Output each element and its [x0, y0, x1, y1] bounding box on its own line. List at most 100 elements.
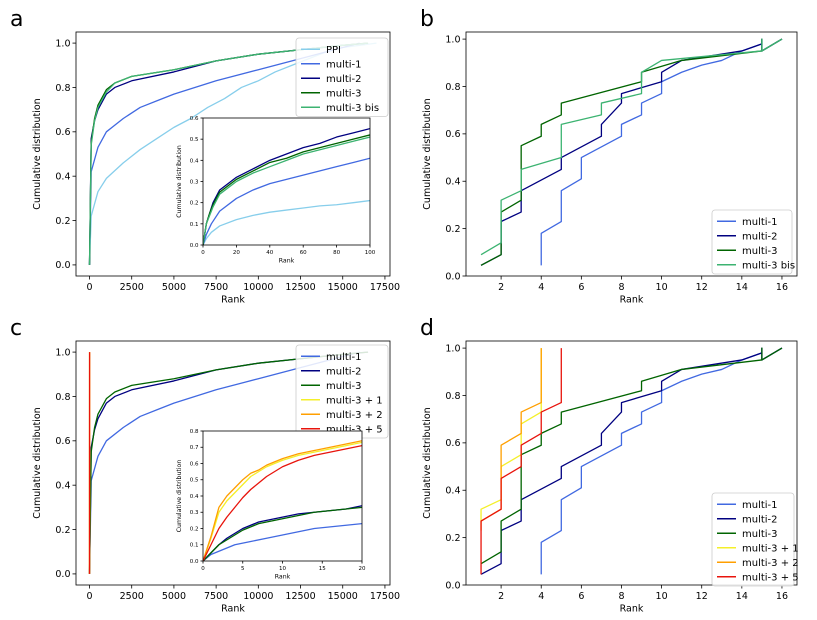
a-inset-y-tick-label-7: 0.6: [190, 116, 199, 122]
panel-label-d: d: [420, 316, 434, 341]
c-inset-series-6: [203, 444, 362, 561]
b-x-tick-label-3: 6: [578, 282, 584, 293]
c-x-tick-label-7: 15000: [328, 591, 358, 602]
d-x-tick-label-6: 12: [696, 591, 708, 602]
c-legend: multi-1 multi-2 multi-3 multi-3 + 1 multi-3 …: [295, 344, 389, 439]
c-inset-y-tick-label-8: 0.7: [190, 445, 199, 451]
a-inset-x-tick-label-1: 0: [201, 250, 205, 256]
a-inset-series-5: [203, 136, 370, 245]
a-y-axis-label: Cumulative distribution: [32, 98, 43, 209]
a-inset-x-axis-label: Rank: [279, 258, 295, 265]
d-x-tick-label-8: 16: [776, 591, 788, 602]
a-inset-y-tick-label-3: 0.2: [190, 201, 199, 207]
c-x-tick-label-4: 7500: [204, 591, 228, 602]
panel-a: 0 2500 5000 7500 10000 12500 15000 175000.00.20…: [32, 31, 400, 306]
a-x-tick-label-4: 7500: [204, 282, 228, 293]
d-x-tick-label-3: 6: [578, 591, 584, 602]
d-y-tick-label-3: 0.4: [445, 486, 460, 497]
b-legend-box: [711, 209, 793, 275]
panel-label-b: b: [420, 7, 434, 32]
d-legend-label-5: multi-3 + 2: [742, 558, 799, 569]
b-y-tick-label-6: 1.0: [445, 34, 460, 45]
panel-label-a: a: [10, 7, 23, 32]
b-legend-label-2: multi-2: [742, 231, 778, 242]
a-x-axis-label: Rank: [221, 295, 245, 306]
c-legend-label-5: multi-3 + 2: [326, 410, 383, 421]
d-y-tick-label-5: 0.8: [445, 391, 460, 402]
a-y-tick-label-6: 1.0: [55, 38, 70, 49]
d-y-tick-label-6: 1.0: [445, 343, 460, 354]
c-x-tick-label-1: 0: [86, 591, 92, 602]
c-inset-series-3: [203, 506, 362, 561]
a-y-tick-label-1: 0.0: [55, 260, 70, 271]
d-x-tick-label-1: 2: [498, 591, 504, 602]
d-y-tick-label-2: 0.2: [445, 533, 460, 544]
c-x-tick-label-6: 12500: [285, 591, 315, 602]
a-inset-y-tick-label-6: 0.5: [190, 137, 199, 143]
b-legend: multi-1 multi-2 multi-3 multi-3 bis: [711, 209, 795, 275]
a-x-tick-label-1: 0: [86, 282, 92, 293]
c-legend-label-6: multi-3 + 5: [326, 424, 383, 435]
b-x-tick-label-8: 16: [776, 282, 788, 293]
inset-c: 0 5 10 15 20 0.0 0.1 0.2 0.3 0.4 0.5 0.6 0.7 0.8 Rank C…: [176, 429, 366, 581]
c-inset-y-tick-label-4: 0.3: [190, 510, 199, 516]
c-inset-x-tick-label-3: 10: [279, 566, 286, 572]
c-inset-y-tick-label-5: 0.4: [190, 494, 199, 500]
a-inset-x-tick-label-3: 40: [266, 250, 273, 256]
a-y-tick-label-2: 0.2: [55, 216, 70, 227]
a-legend-label-1: PPI: [326, 45, 341, 56]
c-x-tick-label-3: 5000: [162, 591, 186, 602]
a-inset-series-group: [203, 127, 370, 245]
c-x-tick-label-2: 2500: [120, 591, 144, 602]
a-legend: PPI multi-1 multi-2 multi-3 multi-3 bis: [295, 37, 389, 117]
b-y-axis-label: Cumulative distribution: [422, 98, 433, 209]
d-y-tick-label-4: 0.6: [445, 438, 460, 449]
b-y-tick-label-4: 0.6: [445, 129, 460, 140]
d-series-3: [480, 347, 783, 565]
c-inset-series-5: [203, 440, 362, 561]
a-legend-label-5: multi-3 bis: [326, 103, 379, 114]
c-inset-plot-background: [203, 431, 362, 561]
b-series-4: [480, 38, 783, 256]
d-x-tick-label-2: 4: [538, 591, 544, 602]
a-x-tick-label-6: 12500: [285, 282, 315, 293]
c-inset-x-tick-label-2: 5: [241, 566, 245, 572]
d-x-tick-label-5: 10: [656, 591, 668, 602]
d-series-6: [480, 348, 562, 575]
b-legend-label-3: multi-3: [742, 246, 778, 257]
panel-label-c: c: [10, 316, 22, 341]
a-inset-x-tick-label-6: 100: [365, 250, 376, 256]
d-x-tick-label-4: 8: [618, 591, 624, 602]
d-legend: multi-1 multi-2 multi-3 multi-3 + 1 multi-3 …: [711, 492, 799, 587]
a-inset-x-tick-label-2: 20: [233, 250, 240, 256]
c-inset-y-axis-label: Cumulative distribution: [176, 460, 183, 533]
b-y-tick-label-3: 0.4: [445, 177, 460, 188]
c-inset-y-tick-label-2: 0.1: [190, 543, 199, 549]
a-inset-y-tick-label-2: 0.1: [190, 222, 199, 228]
a-y-tick-label-3: 0.4: [55, 172, 70, 183]
c-inset-x-tick-label-5: 20: [359, 566, 366, 572]
a-inset-y-tick-label-4: 0.3: [190, 179, 199, 185]
c-inset-x-tick-label-1: 0: [201, 566, 205, 572]
c-inset-y-tick-label-9: 0.8: [190, 429, 199, 435]
b-y-tick-label-1: 0.0: [445, 271, 460, 282]
c-x-tick-label-5: 10000: [243, 591, 273, 602]
c-inset-x-tick-label-4: 15: [319, 566, 326, 572]
b-legend-label-1: multi-1: [742, 217, 778, 228]
c-x-tick-label-8: 17500: [370, 591, 400, 602]
a-inset-plot-background: [203, 118, 370, 245]
a-legend-label-2: multi-1: [326, 59, 362, 70]
d-axes-frame: [465, 340, 798, 586]
a-legend-label-4: multi-3: [326, 88, 362, 99]
d-legend-label-1: multi-1: [742, 500, 778, 511]
panel-d: 2 4 6 8 10 12 14 16 0.0 0.2 0.4 0.6 0.8 1.0 Rank Cumula…: [422, 340, 798, 615]
c-y-tick-label-2: 0.2: [55, 525, 70, 536]
a-y-tick-label-4: 0.6: [55, 127, 70, 138]
a-x-tick-label-7: 15000: [328, 282, 358, 293]
c-axes-frame: [75, 340, 391, 586]
d-series-group: [480, 347, 783, 575]
d-x-tick-label-7: 14: [736, 591, 748, 602]
c-inset-y-tick-label-1: 0.0: [190, 559, 199, 565]
a-inset-x-tick-label-5: 80: [333, 250, 340, 256]
